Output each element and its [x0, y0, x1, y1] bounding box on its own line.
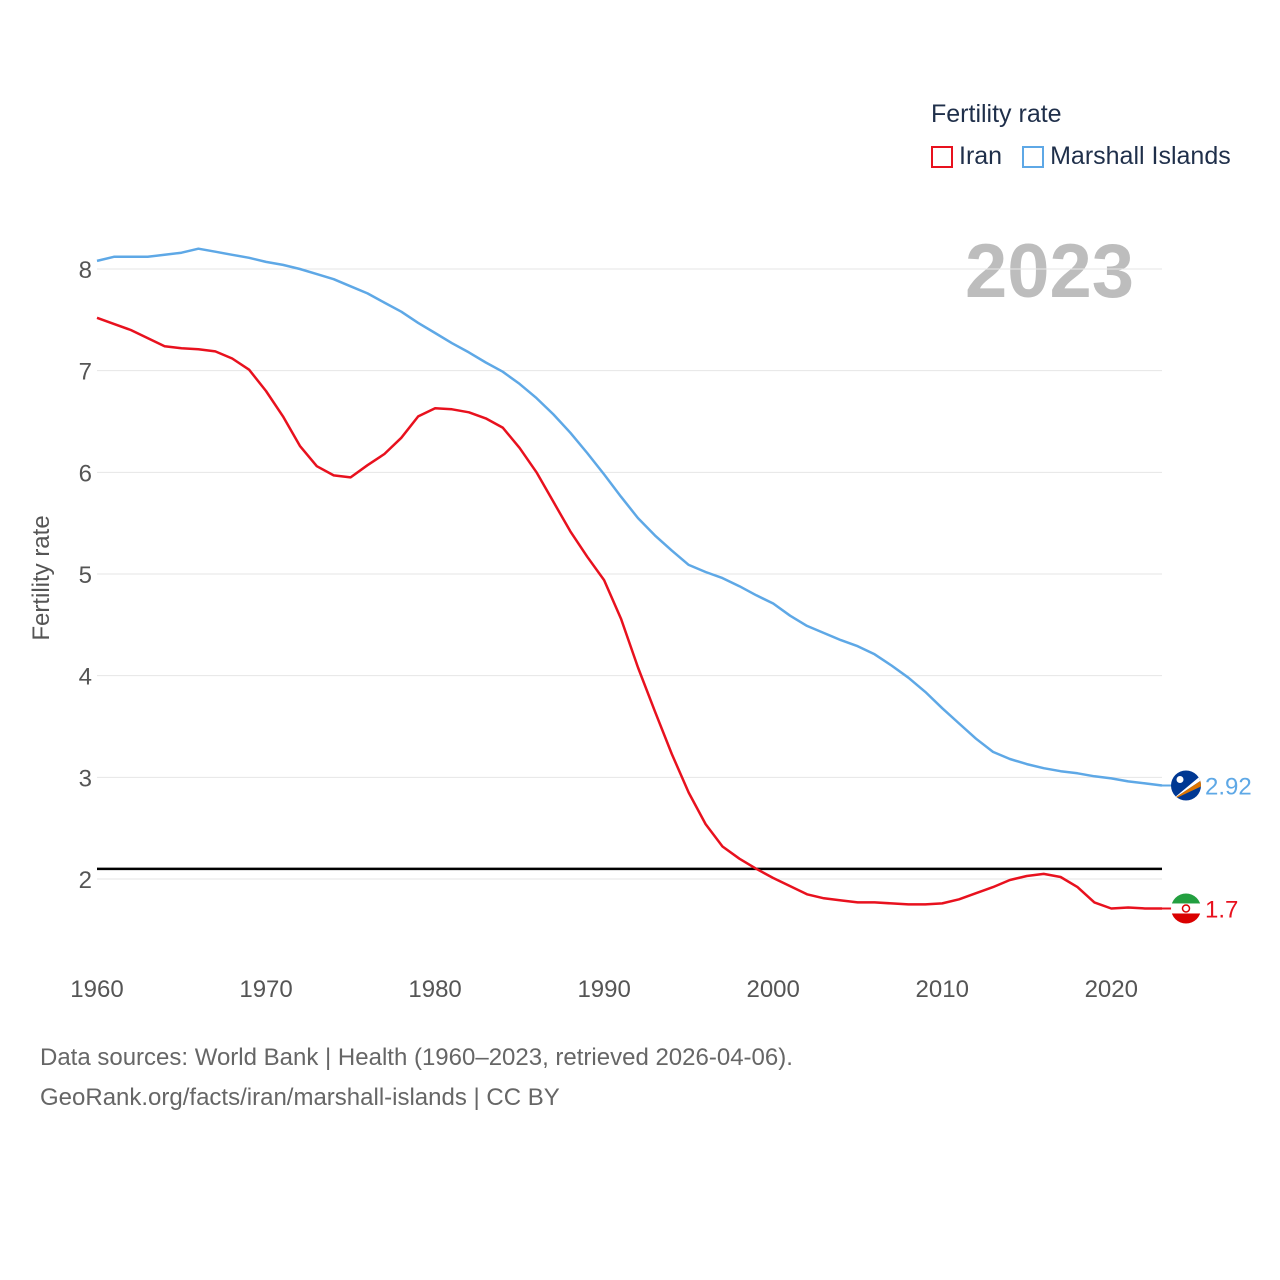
legend-label-marshall-islands: Marshall Islands	[1050, 142, 1231, 170]
legend-label-iran: Iran	[959, 142, 1003, 170]
x-tick-label-1960: 1960	[70, 976, 123, 1003]
y-tick-label-6: 6	[79, 460, 92, 487]
legend-title: Fertility rate	[931, 100, 1062, 128]
y-tick-label-8: 8	[79, 257, 92, 284]
legend-swatch-marshall-islands	[1022, 145, 1045, 168]
footer-url[interactable]: GeoRank.org/facts/iran/marshall-islands …	[40, 1084, 560, 1111]
y-tick-label-3: 3	[79, 765, 92, 792]
end-label-marshall-islands: 2.92	[1205, 773, 1252, 800]
x-tick-label-2020: 2020	[1085, 976, 1138, 1003]
year-label: 2023	[965, 229, 1135, 314]
series-line-iran	[96, 316, 1162, 910]
x-tick-label-1990: 1990	[577, 976, 630, 1003]
end-label-iran: 1.7	[1205, 896, 1238, 923]
legend-item-iran[interactable]: Iran	[931, 142, 1002, 171]
x-tick-label-2000: 2000	[746, 976, 799, 1003]
y-tick-label-7: 7	[79, 359, 92, 386]
series-line-marshall-islands	[96, 247, 1163, 787]
legend-swatch-iran	[931, 145, 953, 168]
x-tick-label-1980: 1980	[408, 976, 461, 1003]
footer-source: Data sources: World Bank | Health (1960–…	[40, 1044, 793, 1071]
legend: Iran Marshall Islands	[931, 142, 1251, 171]
y-tick-label-2: 2	[79, 867, 92, 894]
x-tick-label-2010: 2010	[916, 976, 969, 1003]
x-tick-label-1970: 1970	[239, 976, 292, 1003]
legend-item-marshall-islands[interactable]: Marshall Islands	[1022, 142, 1231, 171]
iran-flag-icon	[1171, 893, 1201, 924]
y-tick-label-5: 5	[79, 562, 92, 589]
y-tick-label-4: 4	[79, 664, 92, 691]
marshall-islands-flag-icon	[1171, 770, 1201, 801]
